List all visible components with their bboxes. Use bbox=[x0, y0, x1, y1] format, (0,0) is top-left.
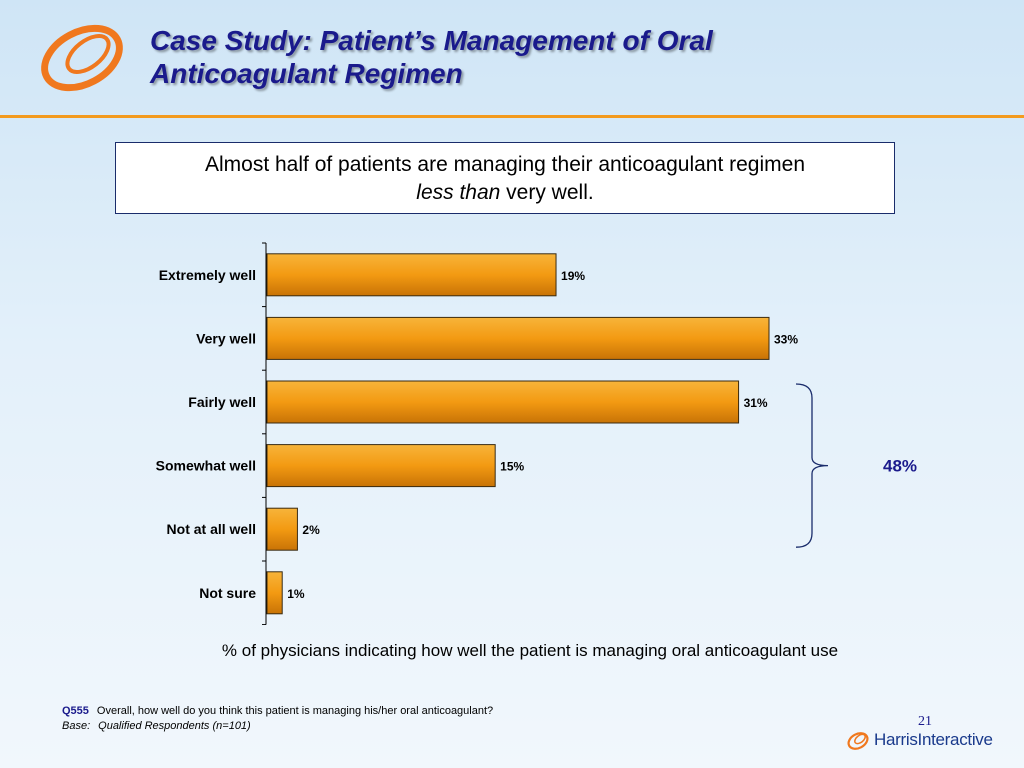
brand-logo: HarrisInteractive bbox=[846, 726, 993, 754]
data-label: 31% bbox=[744, 396, 768, 410]
callout-line-1: Almost half of patients are managing the… bbox=[204, 153, 806, 176]
category-label: Not at all well bbox=[167, 521, 256, 537]
page-title: Case Study: Patient’s Management of Oral… bbox=[150, 24, 910, 90]
brand-name-part2: Interactive bbox=[917, 730, 993, 749]
brand-name: HarrisInteractive bbox=[874, 730, 993, 750]
data-label: 33% bbox=[774, 332, 798, 346]
category-label: Fairly well bbox=[188, 394, 256, 410]
callout-line-2-rest: very well. bbox=[500, 181, 594, 204]
harris-logo-icon bbox=[41, 24, 123, 92]
data-label: 19% bbox=[561, 269, 585, 283]
page-number: 21 bbox=[918, 714, 932, 729]
bar-not-at-all-well bbox=[266, 507, 298, 551]
category-label: Very well bbox=[196, 330, 256, 346]
bar-extremely-well bbox=[266, 253, 557, 297]
callout-line-2: less than very well. bbox=[116, 179, 894, 207]
callout-emphasis: less than bbox=[416, 181, 501, 204]
bar-not-sure bbox=[266, 571, 283, 615]
data-label: 2% bbox=[302, 523, 320, 537]
title-line-1: Case Study: Patient’s Management of Oral bbox=[150, 25, 713, 56]
brand-rings-icon bbox=[847, 732, 869, 750]
callout-box: Almost half of patients are managing the… bbox=[115, 142, 895, 214]
category-label: Extremely well bbox=[159, 267, 256, 283]
bracket-total-label: 48% bbox=[883, 457, 917, 476]
title-line-2: Anticoagulant Regimen bbox=[150, 58, 463, 89]
bracket-brace bbox=[795, 383, 829, 548]
category-label: Not sure bbox=[199, 585, 256, 601]
footnote: Q555 Overall, how well do you think this … bbox=[62, 704, 493, 734]
bar-chart: Extremely well 19% Very well 33% Fairly well… bbox=[156, 242, 917, 625]
footnote-base-line: Base: Qualified Respondents (n=101) bbox=[62, 719, 493, 734]
question-id: Q555 bbox=[62, 705, 89, 717]
question-text: Overall, how well do you think this pati… bbox=[96, 705, 494, 717]
bar-somewhat-well bbox=[266, 444, 496, 488]
category-label: Somewhat well bbox=[156, 458, 256, 474]
base-text: Qualified Respondents (n=101) bbox=[98, 720, 251, 732]
footnote-question-line: Q555 Overall, how well do you think this … bbox=[62, 704, 493, 719]
bar-fairly-well bbox=[266, 380, 740, 424]
title-divider bbox=[0, 115, 1024, 118]
base-label: Base: bbox=[62, 720, 91, 732]
data-label: 15% bbox=[500, 460, 524, 474]
bar-very-well bbox=[266, 316, 770, 360]
brand-name-part1: Harris bbox=[874, 730, 918, 749]
data-label: 1% bbox=[287, 587, 305, 601]
chart-axis-caption: % of physicians indicating how well the … bbox=[221, 641, 839, 660]
